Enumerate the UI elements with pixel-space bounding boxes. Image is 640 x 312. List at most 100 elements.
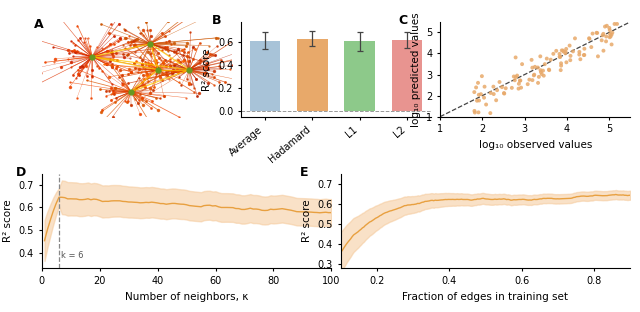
- Point: [486, 90, 496, 95]
- Point: [586, 45, 596, 50]
- Point: [602, 23, 612, 28]
- Point: [559, 49, 569, 54]
- Point: [472, 98, 482, 103]
- Point: [601, 34, 611, 39]
- Point: [564, 43, 575, 48]
- Point: [474, 98, 484, 103]
- Point: [527, 65, 538, 70]
- Point: [605, 34, 616, 39]
- Y-axis label: R² score: R² score: [302, 200, 312, 242]
- Point: [605, 32, 615, 37]
- Point: [554, 51, 564, 56]
- Point: [540, 62, 550, 67]
- Bar: [344, 41, 375, 111]
- Point: [565, 53, 575, 58]
- Point: [469, 90, 479, 95]
- Point: [598, 48, 609, 53]
- Point: [536, 70, 546, 75]
- Point: [473, 80, 483, 85]
- Point: [534, 74, 544, 79]
- Point: [509, 78, 520, 83]
- Point: [511, 75, 521, 80]
- Point: [607, 42, 617, 47]
- Point: [557, 48, 567, 53]
- Point: [509, 74, 519, 79]
- Point: [609, 22, 620, 27]
- Point: [604, 26, 614, 31]
- Point: [491, 98, 501, 103]
- Point: [536, 72, 547, 77]
- Point: [556, 68, 566, 73]
- Text: D: D: [15, 166, 26, 179]
- Point: [561, 46, 572, 51]
- Point: [507, 85, 517, 90]
- Point: [558, 48, 568, 53]
- Point: [605, 27, 615, 32]
- Point: [575, 57, 586, 62]
- Point: [612, 22, 622, 27]
- Point: [532, 65, 543, 70]
- Point: [551, 48, 561, 53]
- Point: [561, 60, 572, 65]
- Point: [541, 56, 552, 61]
- Point: [560, 51, 570, 56]
- Point: [545, 57, 556, 62]
- Point: [470, 110, 480, 115]
- Point: [593, 54, 603, 59]
- Point: [556, 61, 566, 66]
- Point: [539, 73, 549, 78]
- Point: [544, 67, 554, 72]
- Point: [579, 52, 589, 57]
- Point: [474, 110, 484, 115]
- Point: [570, 36, 580, 41]
- Point: [513, 86, 524, 91]
- Point: [527, 57, 537, 62]
- Point: [516, 85, 526, 90]
- X-axis label: log₁₀ observed values: log₁₀ observed values: [479, 140, 592, 150]
- Point: [579, 53, 589, 58]
- Point: [533, 80, 543, 85]
- Point: [538, 68, 548, 73]
- Point: [515, 78, 525, 83]
- Point: [565, 58, 575, 63]
- X-axis label: Fraction of edges in training set: Fraction of edges in training set: [403, 291, 568, 301]
- Point: [485, 111, 495, 116]
- Point: [474, 92, 484, 97]
- Point: [584, 37, 595, 41]
- Y-axis label: R² score: R² score: [3, 200, 13, 242]
- Point: [500, 86, 511, 91]
- Point: [499, 91, 509, 96]
- Point: [600, 24, 610, 29]
- Point: [574, 52, 584, 57]
- Point: [607, 30, 618, 35]
- Point: [514, 81, 524, 86]
- Point: [527, 78, 538, 83]
- Point: [536, 68, 546, 73]
- Point: [596, 38, 607, 43]
- Point: [488, 84, 499, 89]
- Point: [497, 85, 507, 90]
- Point: [517, 62, 527, 67]
- Point: [548, 51, 559, 56]
- Bar: [392, 40, 422, 111]
- Text: C: C: [398, 14, 408, 27]
- Point: [584, 36, 594, 41]
- Point: [598, 31, 609, 36]
- Point: [499, 90, 509, 95]
- Point: [561, 49, 571, 54]
- Text: B: B: [212, 14, 222, 27]
- Point: [591, 30, 602, 35]
- Point: [544, 68, 554, 73]
- Point: [607, 32, 617, 37]
- Point: [524, 77, 534, 82]
- Point: [469, 108, 479, 113]
- Point: [605, 35, 615, 40]
- Bar: [250, 41, 280, 111]
- Point: [515, 78, 525, 83]
- X-axis label: Number of neighbors, κ: Number of neighbors, κ: [125, 291, 248, 301]
- Point: [529, 72, 540, 77]
- Bar: [297, 39, 328, 111]
- Point: [554, 54, 564, 59]
- Point: [488, 91, 499, 96]
- Point: [476, 92, 486, 97]
